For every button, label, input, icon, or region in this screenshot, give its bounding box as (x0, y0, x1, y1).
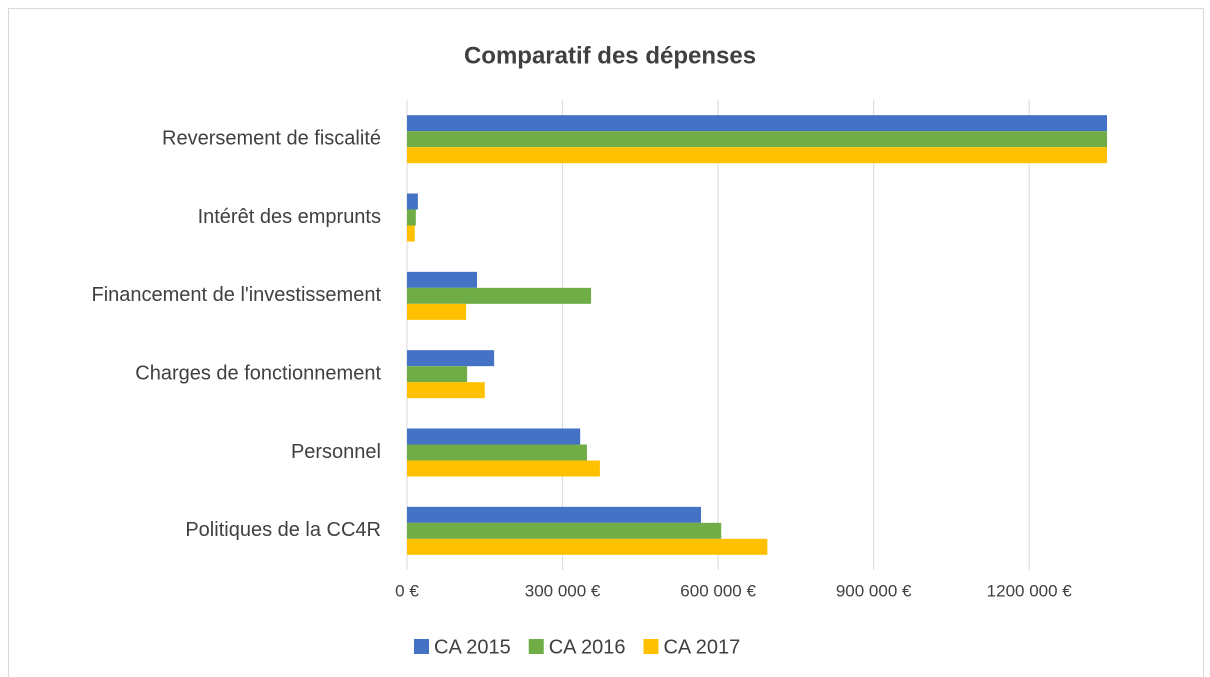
bar (407, 271, 477, 288)
bar (407, 460, 600, 477)
legend-label: CA 2016 (549, 636, 626, 658)
y-tick-label: Charges de fonctionnement (135, 362, 381, 384)
bar (407, 538, 768, 555)
y-tick-label: Intérêt des emprunts (198, 206, 381, 228)
bar (407, 225, 415, 242)
legend-label: CA 2017 (663, 636, 740, 658)
bar (407, 303, 467, 320)
bar (407, 382, 485, 399)
y-tick-label: Politiques de la CC4R (185, 519, 381, 541)
x-tick-label: 1200 000 € (987, 581, 1073, 600)
bar (407, 366, 468, 383)
x-tick-label: 900 000 € (836, 581, 912, 600)
bar (407, 506, 701, 523)
y-tick-label: Financement de l'investissement (91, 284, 381, 306)
bar (407, 444, 587, 461)
legend-swatch (643, 639, 659, 654)
bar (407, 209, 416, 226)
y-tick-label: Reversement de fiscalité (162, 127, 381, 149)
legend-label: CA 2015 (434, 636, 511, 658)
x-tick-label: 300 000 € (525, 581, 601, 600)
x-tick-label: 0 € (395, 581, 419, 600)
chart-title: Comparatif des dépenses (464, 42, 756, 69)
bar (407, 287, 592, 304)
y-tick-label: Personnel (291, 441, 381, 463)
bar (407, 147, 1107, 164)
chart-border (8, 8, 1204, 677)
bar (407, 428, 581, 445)
bar (407, 115, 1107, 132)
bar (407, 131, 1107, 148)
bar (407, 193, 418, 210)
bar (407, 522, 722, 539)
x-tick-label: 600 000 € (680, 581, 756, 600)
legend-swatch (414, 639, 429, 654)
bar (407, 350, 495, 367)
legend-swatch (528, 639, 544, 654)
